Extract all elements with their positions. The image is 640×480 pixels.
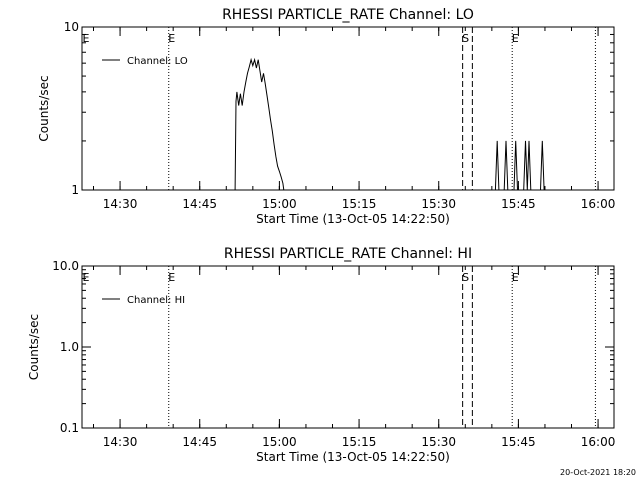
- edge-marker-label: E: [83, 32, 90, 45]
- chart-panel-1: RHESSI PARTICLE_RATE Channel: LO 14:30 14:…: [37, 7, 615, 226]
- event-marker-label: S: [462, 32, 469, 45]
- chart-title: RHESSI PARTICLE_RATE Channel: LO: [222, 7, 474, 23]
- chart-title: RHESSI PARTICLE_RATE Channel: HI: [224, 246, 472, 262]
- x-tick-label: 15:30: [421, 197, 456, 211]
- x-tick-label: 15:30: [421, 435, 456, 449]
- x-tick-label: 15:00: [262, 435, 297, 449]
- x-axis-label: Start Time (13-Oct-05 14:22:50): [256, 450, 450, 464]
- x-tick-label: 14:45: [182, 435, 217, 449]
- legend-label: Channel: LO: [127, 56, 188, 67]
- chart-panel-2: RHESSI PARTICLE_RATE Channel: HI 14:30 14:…: [27, 246, 615, 464]
- x-tick-label: 15:00: [262, 197, 297, 211]
- event-marker-label: E: [512, 271, 519, 284]
- y-tick-label: 10: [64, 20, 79, 34]
- footer-timestamp: 20-Oct-2021 18:20: [560, 468, 636, 477]
- y-axis-label: Counts/sec: [37, 75, 51, 141]
- x-tick-label: 15:15: [342, 435, 377, 449]
- x-tick-label: 15:45: [501, 197, 536, 211]
- y-axis-label: Counts/sec: [27, 314, 41, 380]
- y-tick-label: 10.0: [52, 259, 79, 273]
- x-tick-label: 15:45: [501, 435, 536, 449]
- x-axis-label: Start Time (13-Oct-05 14:22:50): [256, 212, 450, 226]
- x-tick-label: 16:00: [581, 435, 616, 449]
- y-tick-label: 1: [71, 183, 79, 197]
- x-tick-label: 16:00: [581, 197, 616, 211]
- event-marker-label: E: [168, 271, 175, 284]
- x-tick-label: 14:30: [103, 435, 138, 449]
- legend-label: Channel: HI: [127, 295, 185, 306]
- edge-marker-label: E: [83, 271, 90, 284]
- y-tick-label: 0.1: [60, 421, 79, 435]
- x-tick-label: 14:45: [182, 197, 217, 211]
- event-marker-label: S: [462, 271, 469, 284]
- series-line: [234, 57, 545, 191]
- event-marker-label: E: [168, 32, 175, 45]
- event-marker-label: E: [512, 32, 519, 45]
- y-tick-label: 1.0: [60, 340, 79, 354]
- x-tick-label: 15:15: [342, 197, 377, 211]
- x-tick-label: 14:30: [103, 197, 138, 211]
